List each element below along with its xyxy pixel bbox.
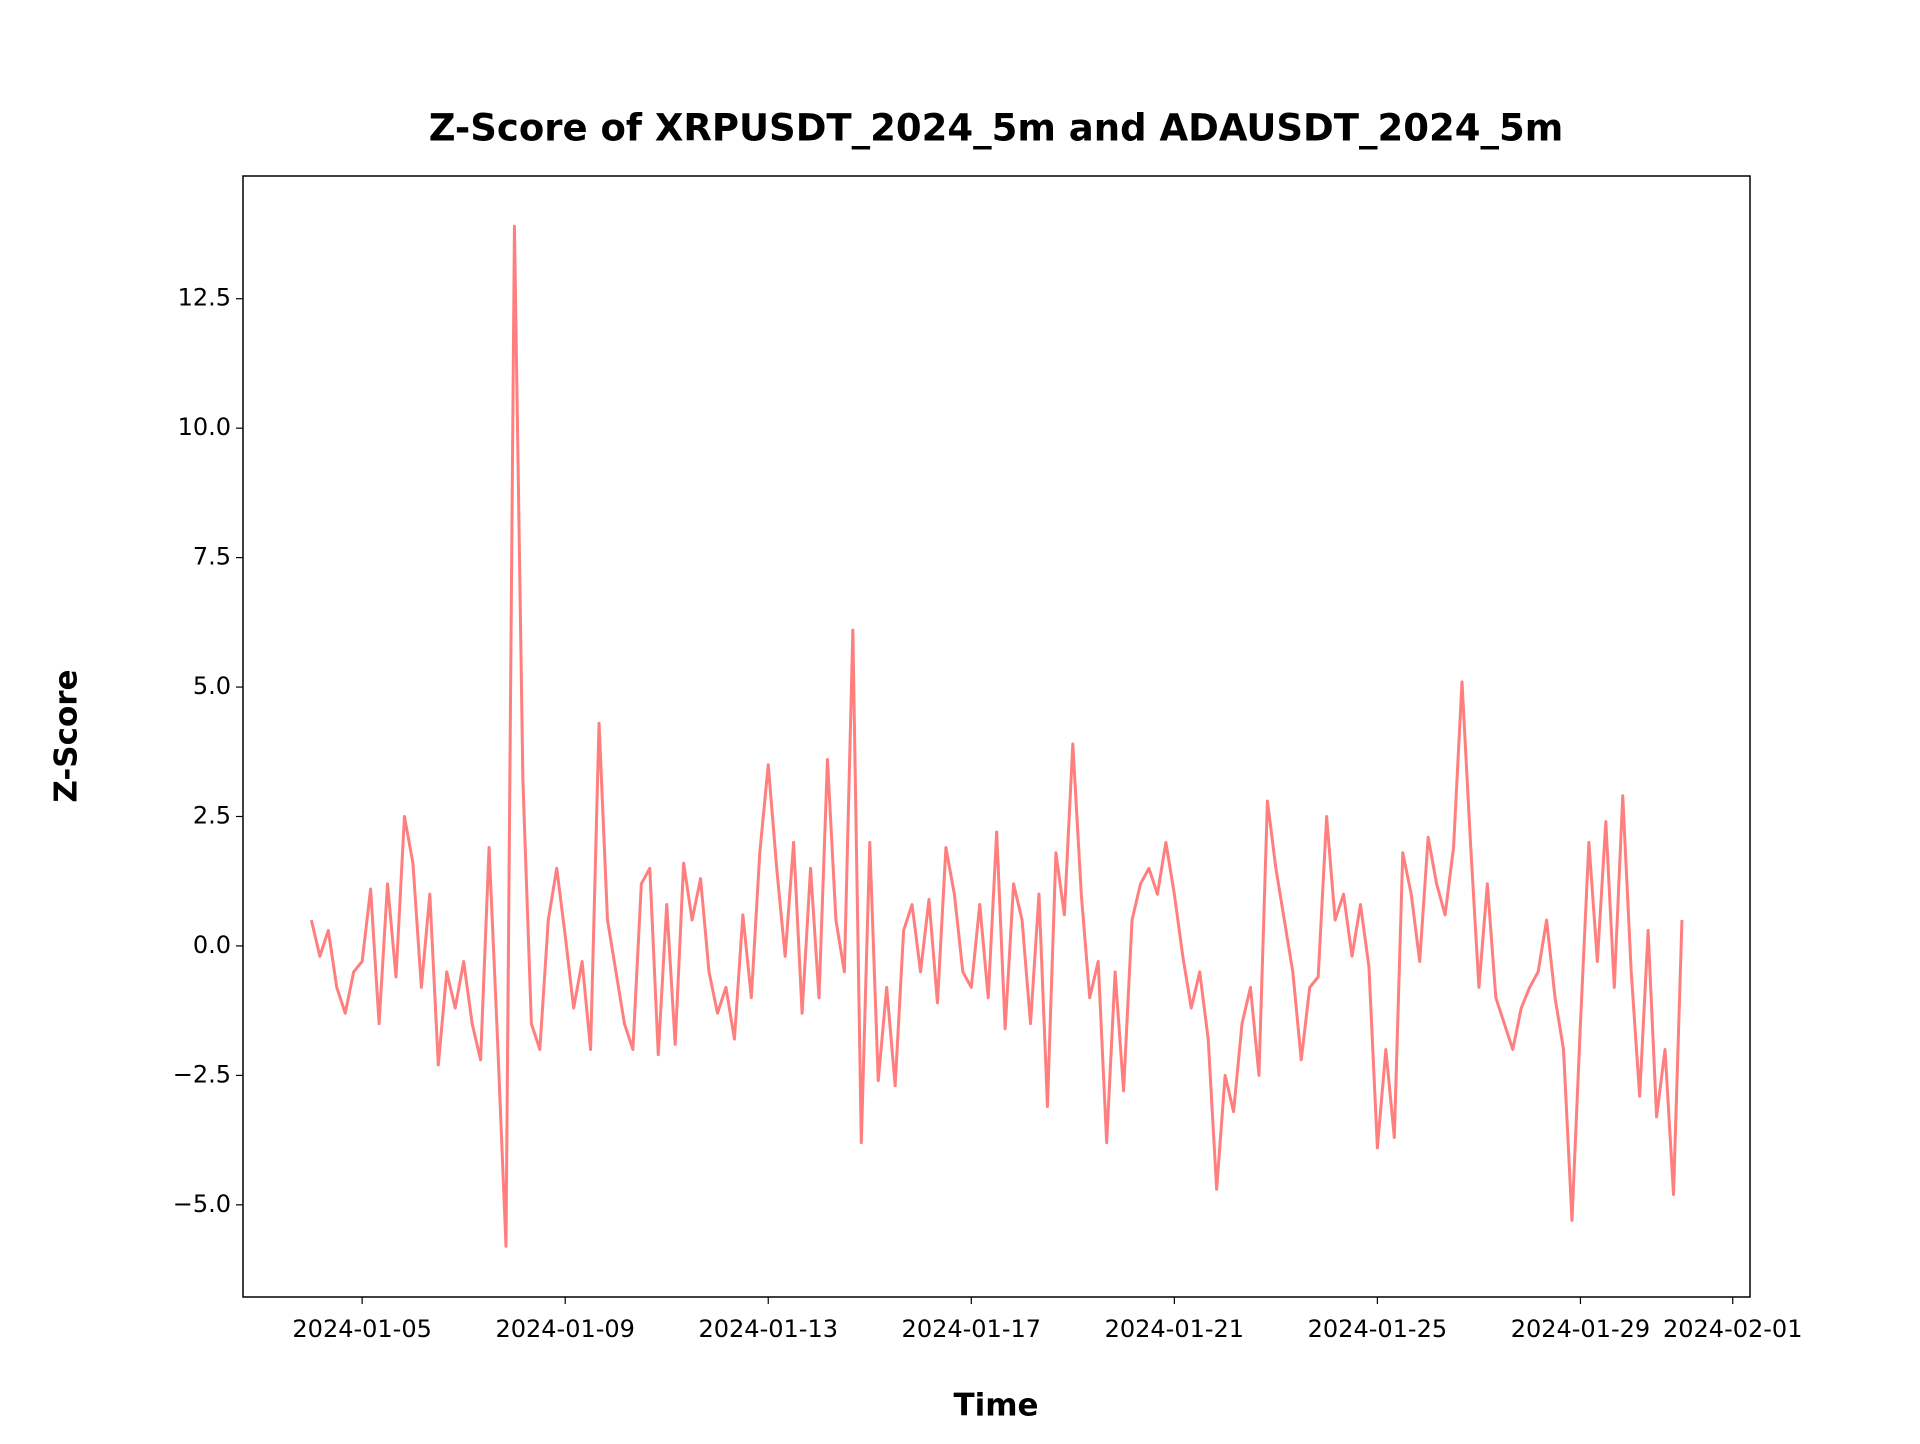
y-tick-label: −2.5 [173, 1060, 231, 1088]
x-tick-label: 2024-01-29 [1511, 1315, 1650, 1343]
y-tick-label: 2.5 [193, 801, 231, 829]
y-axis-label: Z-Score [49, 669, 85, 802]
y-tick-label: −5.0 [173, 1190, 231, 1218]
plot-frame [242, 175, 1751, 1298]
x-tick-label: 2024-01-09 [495, 1315, 634, 1343]
y-tick-label: 12.5 [178, 284, 231, 312]
x-tick-label: 2024-01-25 [1308, 1315, 1447, 1343]
y-tick-label: 10.0 [178, 413, 231, 441]
y-tick-label: 7.5 [193, 543, 231, 571]
chart-title: Z-Score of XRPUSDT_2024_5m and ADAUSDT_2… [429, 107, 1564, 150]
x-tick-label: 2024-01-21 [1105, 1315, 1244, 1343]
x-axis-label: Time [953, 1388, 1038, 1424]
x-tick-label: 2024-01-13 [699, 1315, 838, 1343]
y-tick-label: 5.0 [193, 672, 231, 700]
x-tick-label: 2024-01-05 [292, 1315, 431, 1343]
y-tick-label: 0.0 [193, 931, 231, 959]
x-tick-label: 2024-01-17 [902, 1315, 1041, 1343]
x-tick-label: 2024-02-01 [1663, 1315, 1802, 1343]
data-line [309, 224, 1684, 1248]
